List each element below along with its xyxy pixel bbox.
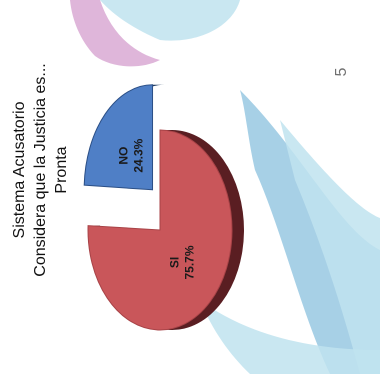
background-swirl-pink bbox=[70, 0, 160, 67]
slice-name-si: SI bbox=[167, 257, 181, 268]
slice-name-no: NO bbox=[116, 147, 130, 165]
slice-value-no: 24.3% bbox=[131, 138, 145, 172]
background-swirl-light-top bbox=[100, 0, 240, 41]
background-swirls bbox=[70, 0, 380, 374]
chart-title-line-2: Considera que la Justicia es... bbox=[32, 63, 49, 276]
chart-title-line-1: Sistema Acusatorio bbox=[11, 101, 28, 238]
background-swirl-light-bottom bbox=[200, 300, 380, 374]
chart-title-line-3: Pronta bbox=[53, 146, 70, 193]
slice-labels: SI 75.7% NO 24.3% bbox=[116, 138, 196, 279]
chart-title-group: Sistema Acusatorio Considera que la Justi… bbox=[11, 63, 70, 276]
chart-title: Sistema Acusatorio Considera que la Justi… bbox=[11, 63, 70, 276]
background-swirl-light-right bbox=[280, 120, 380, 374]
pie-slices bbox=[83, 84, 244, 331]
slice-label-si: SI 75.7% bbox=[167, 245, 196, 279]
slice-value-si: 75.7% bbox=[182, 245, 196, 279]
page-number: 5 bbox=[333, 67, 350, 77]
pie-slice-si bbox=[87, 129, 233, 331]
slice-label-no: NO 24.3% bbox=[116, 138, 145, 172]
pie-slice-no bbox=[83, 84, 154, 191]
